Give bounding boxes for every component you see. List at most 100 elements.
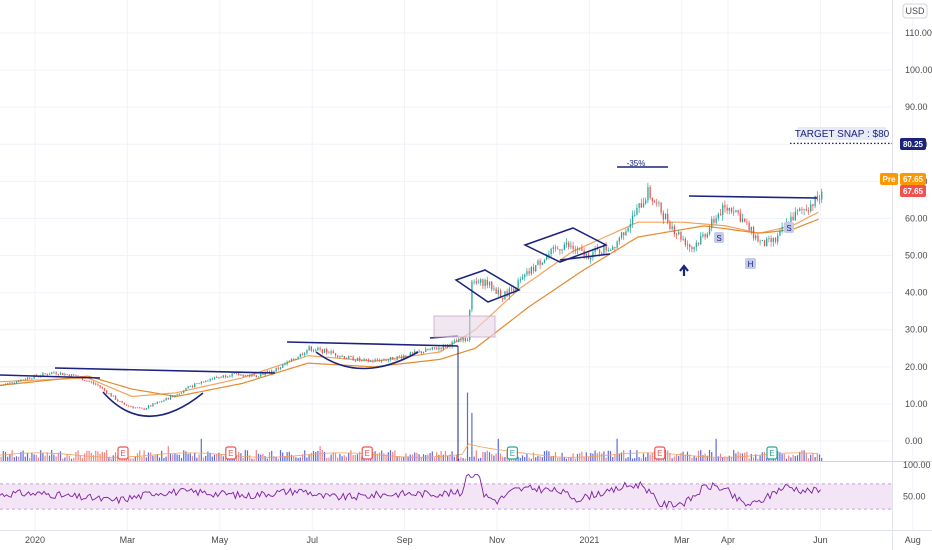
candle-body: [805, 209, 807, 211]
candle-body: [781, 226, 783, 231]
volume-bar: [704, 453, 706, 461]
neckline[interactable]: [688, 195, 818, 199]
candle-body: [581, 248, 583, 251]
rsi-pane[interactable]: 100.00 50.00: [0, 460, 931, 510]
diamond-base-line[interactable]: [559, 253, 611, 261]
candle-body: [216, 377, 218, 378]
candle-body: [31, 378, 33, 380]
earnings-marker[interactable]: E: [117, 446, 129, 460]
candle-body: [752, 226, 755, 239]
cup-curve-1[interactable]: [102, 391, 204, 418]
earnings-marker[interactable]: E: [654, 446, 666, 460]
diamond-pattern-1[interactable]: [454, 269, 521, 303]
volume-bar: [150, 452, 152, 461]
candle-body: [249, 375, 251, 377]
candle-body: [147, 405, 150, 409]
resistance-line-3[interactable]: [286, 341, 459, 347]
volume-bar: [130, 458, 132, 461]
volume-bar: [372, 451, 374, 461]
volume-bar: [592, 453, 594, 461]
price-axis[interactable]: 110.00100.0090.0080.0070.0060.0050.0040.…: [905, 28, 932, 446]
candle-body: [156, 402, 158, 404]
candle-body: [730, 208, 733, 212]
earnings-marker[interactable]: E: [361, 446, 373, 460]
volume-bar: [55, 456, 57, 461]
earnings-marker[interactable]: E: [225, 446, 237, 460]
svg-text:E: E: [365, 449, 370, 458]
volume-bar: [726, 457, 728, 461]
candle-body: [53, 372, 55, 374]
currency-button[interactable]: [902, 3, 928, 19]
candle-body: [645, 200, 647, 204]
volume-bar: [744, 452, 746, 461]
candle-body: [315, 350, 317, 351]
volume-bar: [255, 449, 257, 461]
candle-body: [433, 347, 436, 349]
earnings-marker[interactable]: E: [506, 446, 518, 460]
candle-body: [686, 244, 689, 246]
candle-body: [378, 360, 381, 362]
candle-body: [275, 368, 277, 372]
resistance-line-2[interactable]: [54, 367, 276, 374]
main-pane[interactable]: [0, 0, 892, 461]
candle-body: [726, 207, 728, 211]
volume-bar: [205, 455, 207, 461]
candle-body: [365, 359, 367, 360]
volume-bar: [114, 452, 117, 461]
candle-body: [612, 246, 614, 251]
volume-bar: [642, 453, 645, 461]
volume-bar: [350, 450, 352, 461]
candle-body: [462, 337, 464, 341]
candle-body: [165, 397, 167, 401]
volume-bar: [684, 454, 686, 461]
volume-bar: [750, 454, 752, 461]
candle-body: [264, 372, 266, 375]
candle-body: [506, 291, 508, 297]
volume-ma-line: [0, 443, 819, 458]
volume-bar: [4, 451, 7, 461]
resistance-line-1[interactable]: [0, 374, 101, 379]
candle-body: [167, 397, 169, 400]
volume-bar: [260, 454, 262, 461]
volume-bar: [132, 458, 134, 461]
candle-body: [605, 245, 607, 251]
volume-bar: [647, 452, 649, 461]
volume-bar: [216, 454, 218, 461]
candle-body: [194, 383, 196, 388]
candle-body: [438, 347, 440, 350]
breakout-box[interactable]: [433, 315, 496, 338]
volume-bar: [84, 453, 86, 461]
candle-body: [290, 358, 293, 362]
time-axis[interactable]: 2020 Mar May Jul Sep Nov 2021 Mar Apr Jun Aug: [25, 535, 921, 545]
candle-body: [704, 234, 706, 238]
candle-body: [521, 277, 524, 280]
candle-body: [172, 395, 174, 398]
volume-bar: [748, 458, 750, 461]
candle-body: [535, 265, 537, 272]
candle-body: [711, 219, 713, 229]
volume-bar: [299, 457, 301, 461]
target-annotation[interactable]: TARGET SNAP : $80: [795, 127, 890, 140]
candle-body: [576, 248, 579, 251]
volume-bar: [341, 456, 343, 461]
earnings-marker[interactable]: E: [766, 446, 778, 460]
volume-bar: [609, 451, 612, 461]
candle-body: [163, 400, 165, 402]
diamond-pattern-2[interactable]: [523, 227, 608, 263]
volume-bar: [31, 453, 33, 461]
cup-curve-2[interactable]: [315, 351, 419, 370]
candle-body: [411, 352, 414, 354]
candle-body: [794, 211, 796, 221]
volume-bar: [103, 452, 106, 461]
candle-body: [81, 377, 84, 381]
candle-body: [623, 232, 625, 236]
candle-body: [125, 404, 128, 406]
candle-body: [719, 213, 722, 216]
volume-bar: [134, 456, 136, 461]
candle-body: [376, 359, 378, 361]
volume-bar: [9, 454, 11, 461]
drawing-tools[interactable]: [0, 142, 892, 461]
candle-body: [266, 371, 268, 373]
